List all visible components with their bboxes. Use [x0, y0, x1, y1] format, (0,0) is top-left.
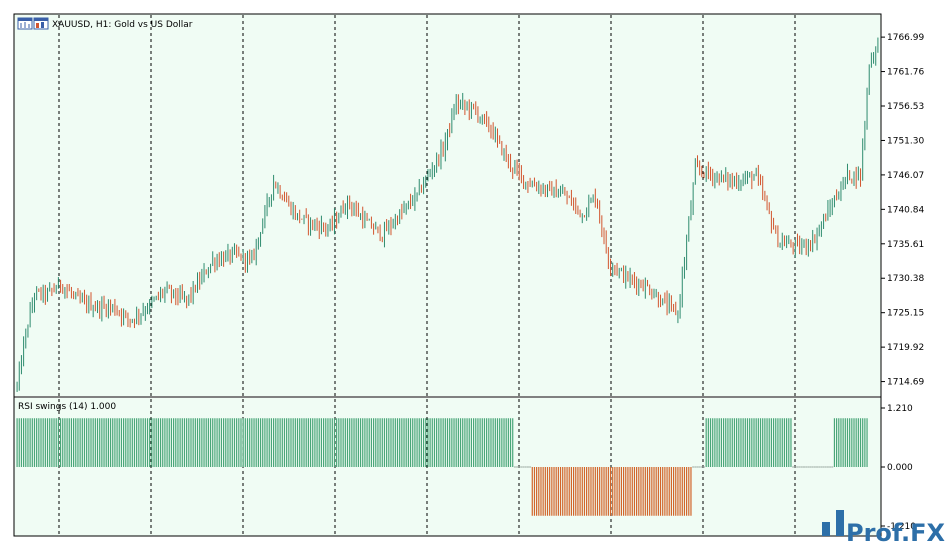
- chart-window-icon: [17, 17, 49, 30]
- price-tick-label: 1756.53: [887, 102, 924, 112]
- candlestick-series: [16, 37, 879, 392]
- price-tick-label: 1761.76: [887, 68, 924, 78]
- indicator-tick-label: -1.210: [887, 522, 916, 532]
- rsi-swings-histogram: [16, 418, 868, 516]
- logo-text: Prof.FX: [846, 519, 946, 547]
- indicator-title: RSI swings (14) 1.000: [18, 402, 116, 412]
- price-panel-plot-area[interactable]: [14, 14, 881, 396]
- price-tick-label: 1766.99: [887, 33, 924, 43]
- price-tick-label: 1730.38: [887, 274, 924, 284]
- indicator-tick-label: 1.210: [887, 404, 913, 414]
- indicator-axis: 1.210 0.000 -1.210: [881, 404, 916, 532]
- price-tick-label: 1751.30: [887, 136, 924, 146]
- price-tick-label: 1725.15: [887, 309, 924, 319]
- price-tick-label: 1714.69: [887, 378, 924, 388]
- price-tick-label: 1746.07: [887, 171, 924, 181]
- price-tick-label: 1719.92: [887, 343, 924, 353]
- indicator-tick-label: 0.000: [887, 463, 913, 473]
- price-axis: 1766.99 1761.76 1756.53 1751.30 1746.07 1740.…: [881, 33, 924, 388]
- chart-caption: XAUUSD, H1: Gold vs US Dollar: [52, 20, 193, 30]
- price-tick-label: 1735.61: [887, 240, 924, 250]
- price-tick-label: 1740.84: [887, 205, 924, 215]
- prof-fx-logo: Prof.FX: [822, 510, 946, 547]
